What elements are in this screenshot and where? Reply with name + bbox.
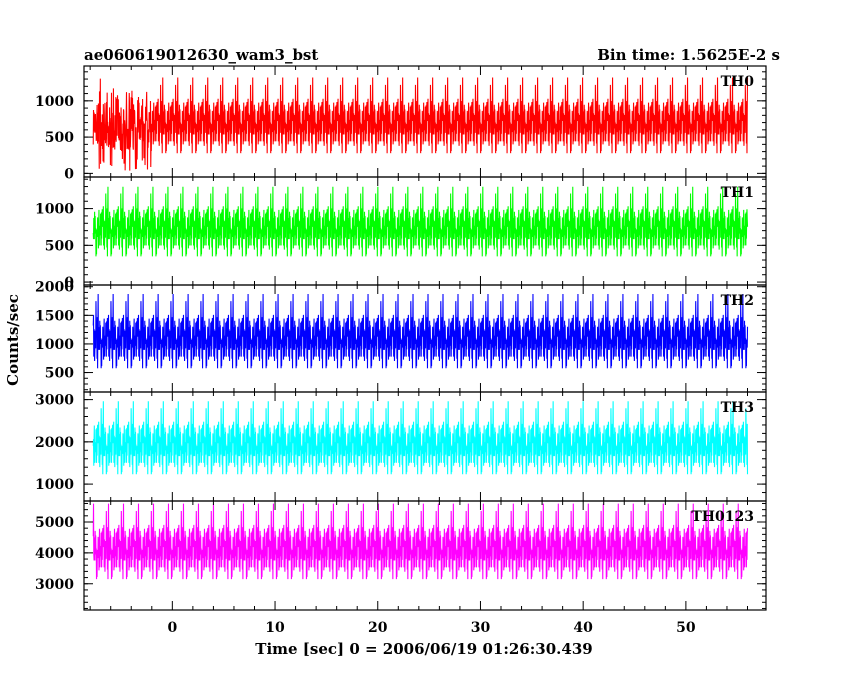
panel-label-th0123: TH0123 <box>691 509 754 525</box>
y-tick-label: 1000 <box>35 477 74 493</box>
panel-th2: 500 1000 1500 2000 TH2 <box>35 280 767 393</box>
x-tick-label: 40 <box>573 620 593 636</box>
y-tick-label: 1000 <box>35 94 74 110</box>
panel-label-th0: TH0 <box>721 74 755 90</box>
y-tick-label: 0 <box>64 166 74 182</box>
x-axis-title: Time [sec] 0 = 2006/06/19 01:26:30.439 <box>255 640 592 658</box>
panel-frame-th0123 <box>83 500 767 611</box>
panel-th0: 0 500 1000 TH0 <box>35 65 767 182</box>
x-tick-label: 10 <box>265 620 285 636</box>
series-line-th0 <box>92 77 749 171</box>
series-line-th2 <box>92 293 749 369</box>
y-tick-label: 3000 <box>35 393 74 409</box>
panel-label-th3: TH3 <box>721 400 754 416</box>
x-tick-label: 30 <box>471 620 491 636</box>
panel-label-th2: TH2 <box>721 293 754 309</box>
y-tick-label: 0 <box>64 275 74 291</box>
x-tick-label: 0 <box>167 620 177 636</box>
bin-time-label: Bin time: 1.5625E-2 s <box>597 46 780 64</box>
panel-th3: 1000 2000 3000 TH3 <box>35 391 767 502</box>
x-tick-label: 50 <box>676 620 696 636</box>
y-tick-label: 2000 <box>35 435 74 451</box>
y-axis-title: Counts/sec <box>4 294 22 386</box>
panel-label-th1: TH1 <box>721 185 754 201</box>
series-line-th0123 <box>92 503 749 580</box>
y-tick-label: 1000 <box>35 337 74 353</box>
y-tick-label: 4000 <box>35 546 74 562</box>
y-tick-label: 2000 <box>35 280 74 296</box>
y-tick-label: 1500 <box>35 308 74 324</box>
panels-group: 05001000TH005001000TH1500100015002000TH2… <box>35 65 767 636</box>
y-tick-label: 500 <box>45 130 74 146</box>
series-line-th3 <box>92 401 749 475</box>
x-tick-label: 20 <box>368 620 388 636</box>
series-line-th1 <box>92 186 749 257</box>
panel-th1: 0 500 1000 TH1 <box>35 176 767 291</box>
y-tick-label: 1000 <box>35 202 74 218</box>
panel-th0123: 3000 4000 5000 TH0123 <box>35 500 767 611</box>
y-tick-label: 3000 <box>35 577 74 593</box>
chart-title: ae060619012630_wam3_bst <box>84 46 318 64</box>
y-tick-label: 5000 <box>35 515 74 531</box>
y-tick-label: 500 <box>45 238 74 254</box>
y-tick-label: 500 <box>45 366 74 382</box>
